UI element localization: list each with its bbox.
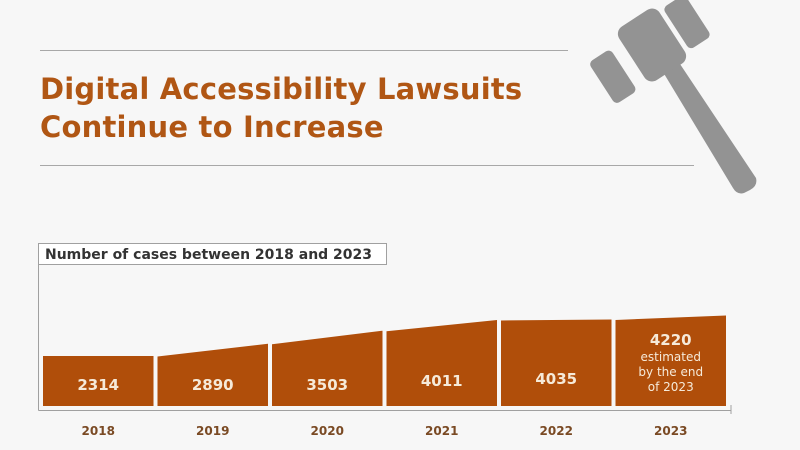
bottom-divider <box>40 165 694 166</box>
page-title: Digital Accessibility Lawsuits Continue … <box>40 70 522 146</box>
gavel-icon <box>590 0 757 194</box>
bar-2023 <box>615 315 726 406</box>
annotation-line-3: of 2023 <box>648 380 694 394</box>
value-label-2019: 2890 <box>192 376 234 394</box>
chart-frame <box>38 265 732 414</box>
bar-2021 <box>386 319 497 406</box>
value-label-2023: 4220 <box>650 331 692 349</box>
gavel-head-left-cap <box>590 50 636 103</box>
chart-title: Number of cases between 2018 and 2023 <box>38 243 387 265</box>
x-tick-label-2020: 2020 <box>311 424 344 438</box>
gavel-head-center <box>617 8 687 82</box>
bar-2018 <box>43 355 154 406</box>
value-label-2021: 4011 <box>421 372 463 390</box>
x-tick-label-2018: 2018 <box>82 424 115 438</box>
annotation-line-1: estimated <box>641 350 701 364</box>
x-tick-label-2023: 2023 <box>654 424 687 438</box>
bar-2019 <box>157 343 268 406</box>
x-tick-label-2022: 2022 <box>540 424 573 438</box>
annotation-line-2: by the end <box>638 365 703 379</box>
x-tick-label-2021: 2021 <box>425 424 458 438</box>
gavel-head-right-cap <box>664 0 710 49</box>
top-divider <box>40 50 568 51</box>
value-label-2020: 3503 <box>306 376 348 394</box>
gavel-handle <box>663 64 757 194</box>
bar-2022 <box>501 319 612 406</box>
value-label-2022: 4035 <box>535 370 577 388</box>
bar-2020 <box>272 330 383 406</box>
x-tick-label-2019: 2019 <box>196 424 229 438</box>
page-title-line-2: Continue to Increase <box>40 110 384 144</box>
value-label-2018: 2314 <box>77 376 119 394</box>
page-title-line-1: Digital Accessibility Lawsuits <box>40 72 523 106</box>
